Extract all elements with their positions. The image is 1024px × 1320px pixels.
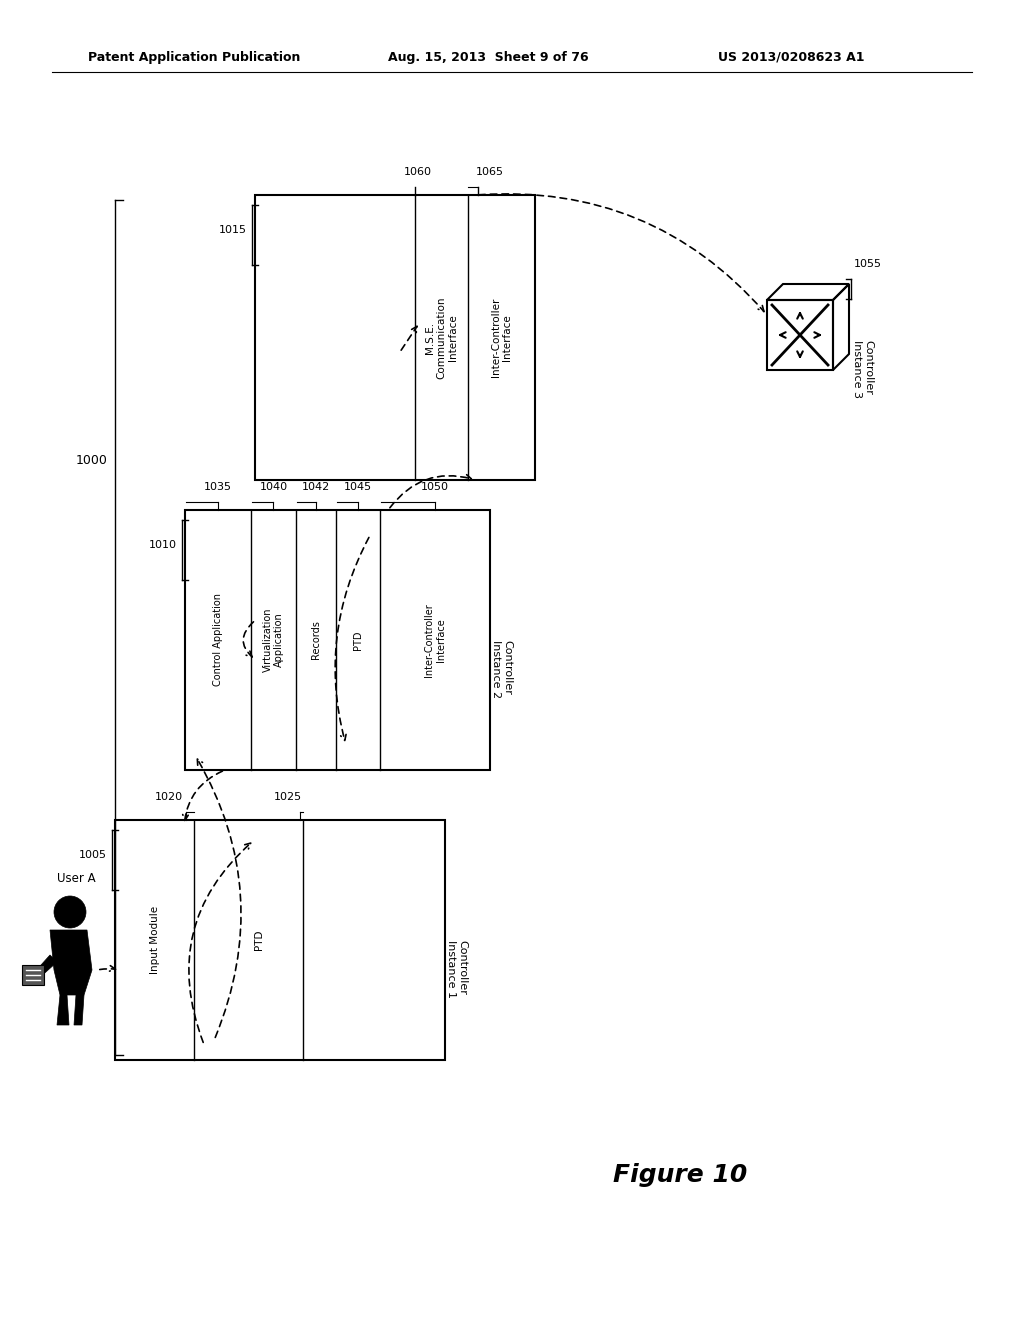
- Text: 1050: 1050: [421, 482, 450, 492]
- Polygon shape: [50, 931, 92, 995]
- Text: 1010: 1010: [150, 540, 177, 550]
- Text: PTD: PTD: [353, 630, 364, 649]
- Text: 1060: 1060: [403, 168, 431, 177]
- Text: 1065: 1065: [476, 168, 504, 177]
- Bar: [185, 510, 490, 770]
- Polygon shape: [74, 995, 84, 1026]
- Text: Inter-Controller
Interface: Inter-Controller Interface: [490, 298, 512, 378]
- Circle shape: [54, 896, 86, 928]
- Text: Patent Application Publication: Patent Application Publication: [88, 50, 300, 63]
- Text: Virtualization
Application: Virtualization Application: [262, 607, 285, 672]
- Text: M.S.E.
Communication
Interface: M.S.E. Communication Interface: [425, 296, 458, 379]
- Text: Control Application: Control Application: [213, 594, 223, 686]
- Bar: [255, 195, 535, 480]
- Text: Aug. 15, 2013  Sheet 9 of 76: Aug. 15, 2013 Sheet 9 of 76: [388, 50, 589, 63]
- Text: 1025: 1025: [274, 792, 302, 803]
- Text: 1015: 1015: [219, 224, 247, 235]
- Text: US 2013/0208623 A1: US 2013/0208623 A1: [718, 50, 864, 63]
- Text: 1035: 1035: [204, 482, 231, 492]
- Text: 1045: 1045: [344, 482, 372, 492]
- Text: 1005: 1005: [79, 850, 106, 861]
- Text: Controller
Instance 1: Controller Instance 1: [446, 940, 468, 998]
- Text: Inter-Controller
Interface: Inter-Controller Interface: [424, 603, 445, 677]
- Text: User A: User A: [57, 873, 95, 884]
- Text: 1040: 1040: [259, 482, 288, 492]
- Text: Records: Records: [311, 620, 322, 660]
- Text: 1042: 1042: [302, 482, 331, 492]
- Text: 1000: 1000: [76, 454, 108, 466]
- Text: Figure 10: Figure 10: [613, 1163, 748, 1187]
- Polygon shape: [57, 995, 69, 1026]
- Polygon shape: [32, 954, 57, 979]
- Text: Controller
Instance 2: Controller Instance 2: [492, 640, 513, 698]
- Bar: [115, 820, 445, 1060]
- Text: Input Module: Input Module: [150, 906, 160, 974]
- Text: PTD: PTD: [254, 929, 263, 950]
- Text: Controller
Instance 3: Controller Instance 3: [852, 341, 873, 399]
- Text: 1055: 1055: [854, 259, 882, 269]
- Polygon shape: [22, 965, 44, 985]
- Text: 1020: 1020: [156, 792, 183, 803]
